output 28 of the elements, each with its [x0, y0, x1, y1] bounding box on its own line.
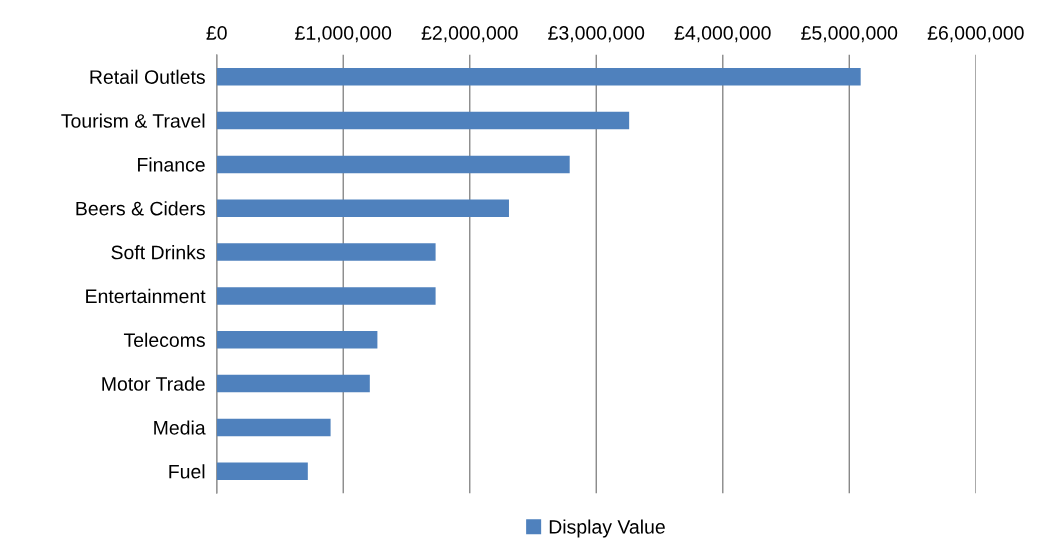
- y-tick-label: Tourism & Travel: [61, 113, 205, 128]
- x-tick-label: £1,000,000: [295, 26, 392, 43]
- x-tick-label: £3,000,000: [548, 26, 645, 43]
- bar: [216, 155, 570, 174]
- bar: [216, 199, 509, 218]
- bar: [216, 374, 370, 393]
- y-tick-label: Motor Trade: [102, 376, 205, 391]
- x-tick-label: £6,000,000: [927, 26, 1024, 43]
- x-tick-label: £5,000,000: [801, 26, 898, 43]
- y-tick-label: Telecoms: [123, 332, 205, 347]
- bar: [216, 330, 378, 349]
- legend-label: Display Value: [549, 519, 665, 538]
- y-tick-label: Beers & Ciders: [76, 201, 205, 216]
- bar: [216, 111, 630, 130]
- y-tick-label: Finance: [138, 157, 205, 172]
- bar: [216, 67, 861, 86]
- y-tick-label: Fuel: [169, 464, 205, 479]
- y-tick-label: Entertainment: [86, 288, 206, 304]
- bar: [216, 243, 436, 261]
- x-tick-label: £4,000,000: [674, 26, 771, 43]
- y-tick-label: Soft Drinks: [111, 245, 205, 260]
- bar: [216, 462, 308, 481]
- y-tick-label: Media: [154, 420, 206, 435]
- x-tick-label: £2,000,000: [421, 26, 518, 43]
- bar: [216, 418, 331, 437]
- y-tick-label: Retail Outlets: [90, 69, 205, 84]
- x-tick-label: £0: [206, 26, 227, 40]
- bar: [216, 287, 436, 305]
